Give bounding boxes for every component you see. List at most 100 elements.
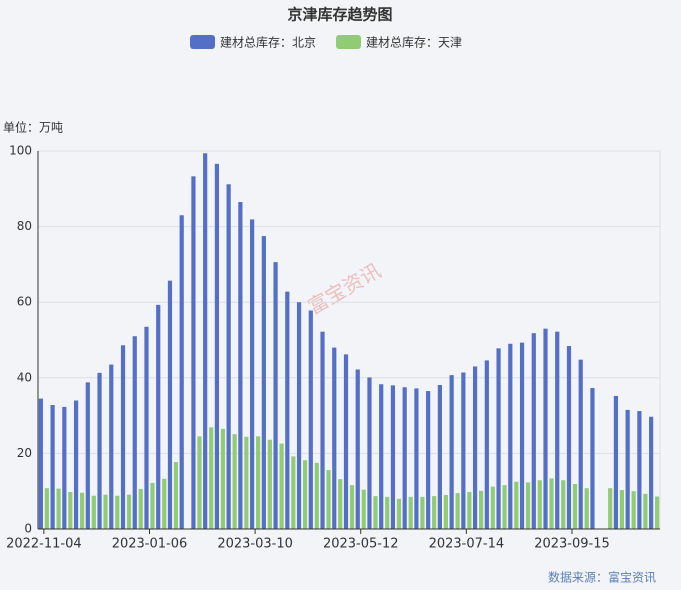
bar xyxy=(197,436,202,529)
bar xyxy=(502,485,507,529)
bar xyxy=(308,310,313,529)
bar xyxy=(115,495,120,529)
bar xyxy=(525,482,531,529)
bar xyxy=(590,388,595,529)
bar xyxy=(261,236,266,530)
bar xyxy=(631,491,636,529)
y-tick-label: 60 xyxy=(17,295,32,309)
bar xyxy=(461,372,466,529)
bar xyxy=(408,496,413,529)
unit-label: 单位：万吨 xyxy=(3,120,63,135)
bar xyxy=(467,491,472,529)
bar xyxy=(273,262,278,529)
bar xyxy=(379,384,384,529)
bar xyxy=(191,176,196,530)
bar xyxy=(38,398,43,529)
bar xyxy=(549,478,554,529)
legend-label: 建材总库存：天津 xyxy=(366,35,462,50)
y-tick-label: 40 xyxy=(17,370,32,384)
bar xyxy=(643,493,648,529)
bar xyxy=(302,460,308,529)
bar xyxy=(472,366,478,529)
bar xyxy=(314,462,319,529)
bar xyxy=(578,359,583,529)
bar xyxy=(572,484,578,529)
bar xyxy=(543,328,548,529)
bar xyxy=(250,219,255,529)
bar xyxy=(455,493,460,529)
bar xyxy=(132,336,137,529)
y-tick-label: 100 xyxy=(9,144,32,158)
bar xyxy=(62,406,67,529)
bar xyxy=(326,470,331,529)
bar xyxy=(608,488,613,529)
bar xyxy=(373,496,378,529)
bar xyxy=(173,462,179,529)
bar xyxy=(531,333,536,529)
bar xyxy=(496,348,501,529)
bar xyxy=(238,202,243,529)
bar xyxy=(555,331,560,529)
bar xyxy=(44,488,49,529)
bar xyxy=(508,343,513,529)
bar xyxy=(285,291,290,529)
bar xyxy=(50,405,55,529)
legend-swatch xyxy=(336,35,362,49)
bar xyxy=(484,360,489,529)
x-tick-label: 2023-05-12 xyxy=(323,537,399,552)
bar xyxy=(85,382,90,529)
bar xyxy=(566,346,572,529)
bar xyxy=(138,488,143,529)
bar xyxy=(338,479,343,529)
bar xyxy=(120,345,126,529)
x-tick-label: 2022-11-04 xyxy=(6,537,82,552)
bar xyxy=(390,385,396,529)
bar xyxy=(97,372,102,529)
bar xyxy=(396,498,402,529)
bar xyxy=(79,492,85,529)
bar xyxy=(214,163,220,530)
bar xyxy=(420,496,425,529)
source: 数据来源：富宝资讯 xyxy=(548,570,656,585)
bar xyxy=(91,495,96,529)
y-tick-label: 80 xyxy=(17,219,32,233)
bar xyxy=(443,494,448,529)
bar xyxy=(279,443,284,529)
y-tick-label: 0 xyxy=(24,522,32,536)
bar xyxy=(343,354,349,529)
bar xyxy=(537,480,542,529)
bar xyxy=(296,302,302,529)
legend-swatch xyxy=(190,35,215,49)
bar xyxy=(625,409,630,529)
bar xyxy=(220,428,226,529)
bar xyxy=(478,490,484,529)
bar xyxy=(449,375,454,529)
bar xyxy=(56,488,61,529)
bar xyxy=(156,304,161,529)
x-tick-label: 2023-09-15 xyxy=(534,537,610,552)
legend-label: 建材总库存：北京 xyxy=(220,35,316,50)
bar xyxy=(232,434,237,529)
bar xyxy=(361,489,366,529)
bar xyxy=(367,377,372,529)
chart-title: 京津库存趋势图 xyxy=(287,6,392,24)
bar xyxy=(637,411,642,529)
bar xyxy=(426,391,431,529)
bar xyxy=(144,326,149,529)
bar xyxy=(437,384,442,529)
bar xyxy=(103,494,108,529)
x-tick-label: 2023-01-06 xyxy=(112,537,188,552)
bar xyxy=(619,490,625,529)
bar xyxy=(68,491,73,529)
bar xyxy=(655,496,660,529)
bar xyxy=(179,215,184,529)
bar xyxy=(490,486,495,529)
bar xyxy=(267,439,272,529)
bar xyxy=(584,488,589,529)
y-tick-label: 20 xyxy=(17,446,32,460)
bar xyxy=(226,184,231,529)
bar xyxy=(209,427,214,529)
bar xyxy=(73,400,79,529)
